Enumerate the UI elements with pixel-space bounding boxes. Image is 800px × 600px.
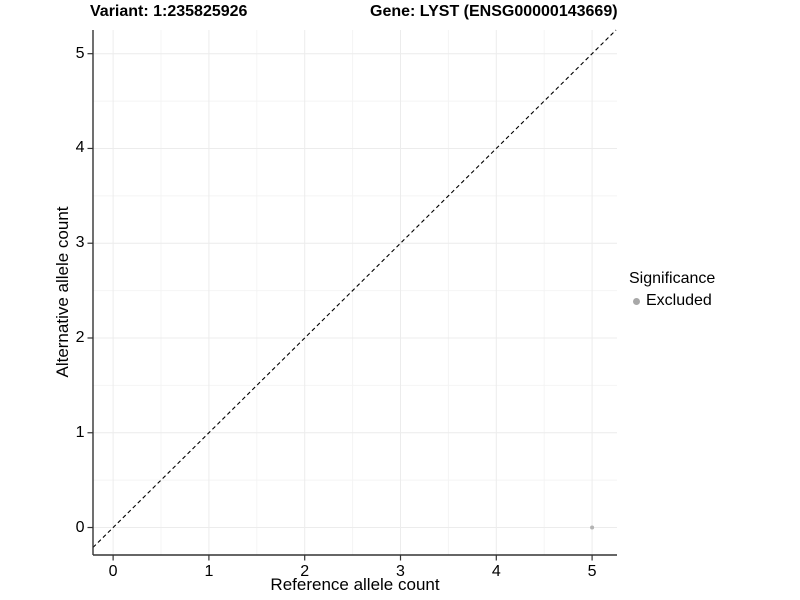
legend: Significance Excluded — [629, 269, 715, 310]
plot-title-gene: Gene: LYST (ENSG00000143669) — [370, 3, 618, 20]
identity-line — [92, 29, 617, 548]
legend-title: Significance — [629, 270, 716, 287]
y-tick-label: 4 — [75, 139, 85, 157]
legend-item-excluded: Excluded — [629, 292, 715, 310]
data-point — [590, 525, 595, 530]
y-tick-label: 0 — [75, 518, 85, 536]
x-tick-label: 5 — [587, 563, 597, 580]
legend-item-label: Excluded — [646, 292, 712, 309]
y-tick-label: 3 — [75, 234, 85, 252]
x-axis-title: Reference allele count — [270, 575, 440, 594]
x-tick-label: 1 — [204, 563, 214, 580]
legend-key-point-icon — [633, 297, 640, 305]
x-tick-label: 3 — [396, 563, 405, 580]
y-tick-label: 2 — [75, 328, 85, 346]
x-tick-label: 4 — [491, 563, 501, 580]
y-axis-title: Alternative allele count — [53, 206, 72, 378]
y-tick-label: 5 — [75, 44, 85, 62]
y-tick-label: 1 — [75, 423, 85, 441]
x-tick-label: 2 — [300, 563, 310, 580]
x-tick-label: 0 — [108, 563, 118, 580]
plot-title-variant: Variant: 1:235825926 — [90, 3, 248, 20]
